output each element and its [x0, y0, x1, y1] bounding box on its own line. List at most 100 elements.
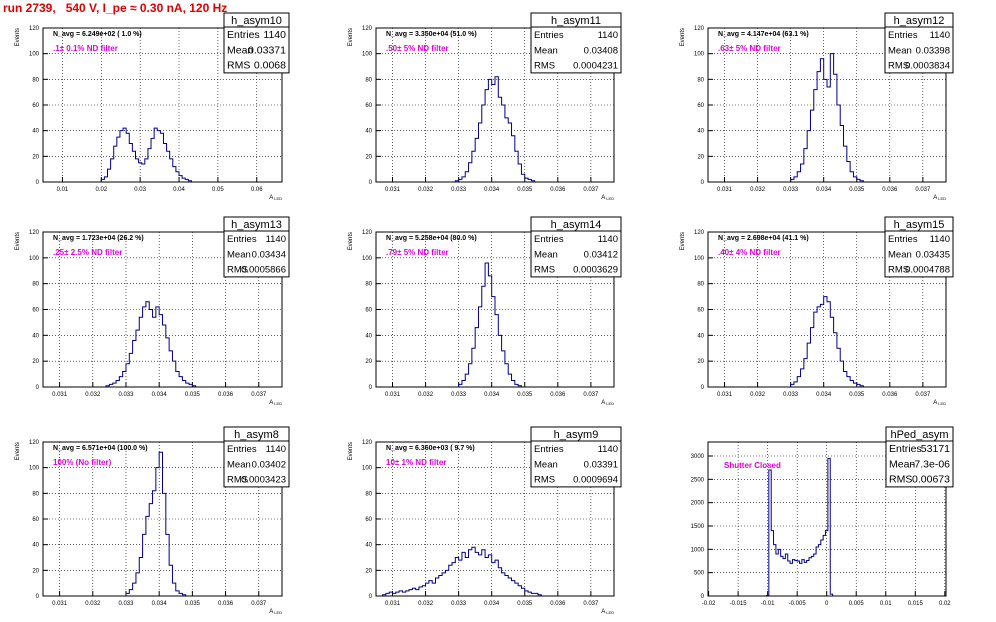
navg-label: N_avg = 2.698e+04 (41.1 %) — [718, 235, 809, 242]
x-tick-label: -0.01 — [761, 601, 775, 607]
x-tick-label: 0.031 — [52, 601, 68, 607]
x-tick-label: 0.035 — [849, 392, 865, 398]
y-tick-label: 40 — [365, 333, 372, 339]
stats-label: Mean — [227, 459, 251, 470]
y-tick-label: 1500 — [691, 524, 705, 530]
x-axis-label: ALED — [933, 400, 946, 406]
x-tick-label: 0.037 — [251, 392, 267, 398]
x-tick-label: 0.031 — [385, 601, 401, 607]
stats-label: Entries — [227, 234, 257, 245]
y-tick-label: 120 — [694, 26, 705, 32]
y-tick-label: 2000 — [691, 501, 705, 507]
y-tick-label: 40 — [697, 333, 704, 339]
x-tick-label: 0.033 — [451, 392, 467, 398]
x-tick-label: 0.037 — [583, 392, 599, 398]
histogram-line — [458, 262, 522, 387]
stats-value: 0.0003629 — [573, 265, 618, 276]
stats-label: Mean — [534, 45, 558, 56]
stats-value: 0.0003423 — [241, 475, 286, 486]
y-tick-label: 20 — [32, 568, 39, 574]
x-axis-label: ALED — [269, 195, 282, 201]
x-tick-label: 0.036 — [882, 392, 898, 398]
x-tick-label: 0.032 — [750, 392, 766, 398]
stats-value: 0.03435 — [916, 249, 950, 260]
x-tick-label: 0.033 — [783, 392, 799, 398]
y-tick-label: 80 — [32, 77, 39, 83]
stats-value: -7.3e-06 — [911, 458, 950, 470]
x-tick-label: 0.033 — [451, 187, 467, 193]
stats-title: h_asym13 — [231, 219, 282, 231]
navg-label: N_avg = 4.147e+04 (63.1 %) — [718, 31, 809, 38]
filter-label: 100% (No filter) — [53, 458, 112, 467]
x-tick-label: 0.034 — [152, 601, 168, 607]
histogram-line — [125, 451, 187, 596]
y-tick-label: 60 — [365, 103, 372, 109]
y-axis-label: Events — [15, 232, 21, 250]
stats-value: 0.03402 — [252, 459, 286, 470]
stats-value: 0.03434 — [252, 249, 286, 260]
stats-value: 0.03408 — [584, 45, 618, 56]
y-tick-label: 60 — [32, 517, 39, 523]
y-tick-label: 500 — [694, 571, 705, 577]
x-tick-label: 0 — [825, 601, 829, 607]
stats-label: Mean — [227, 249, 251, 260]
histogram-line — [765, 457, 834, 597]
stats-value: 0.03371 — [248, 44, 286, 56]
x-tick-label: 0.036 — [550, 392, 566, 398]
x-tick-label: -0.005 — [789, 601, 807, 607]
stats-value: 1140 — [598, 30, 618, 41]
x-tick-label: 0.032 — [85, 601, 101, 607]
y-tick-label: 20 — [32, 359, 39, 365]
x-tick-label: 0.02 — [939, 601, 951, 607]
filter-label: .63± 5% ND filter — [718, 44, 781, 53]
stats-box — [223, 216, 290, 278]
navg-label: N_avg = 3.350e+04 (51.0 %) — [386, 31, 477, 38]
stats-label: Entries — [534, 234, 564, 245]
filter-label: .25± 2.5% ND filter — [53, 248, 122, 257]
y-axis-label: Events — [348, 232, 354, 250]
histogram-line — [790, 296, 864, 387]
stats-value: 1140 — [930, 30, 950, 41]
x-tick-label: 0.031 — [717, 392, 733, 398]
stats-title: h_asym8 — [234, 429, 279, 441]
y-tick-label: 120 — [362, 440, 373, 446]
histogram-line — [100, 127, 192, 182]
y-tick-label: 80 — [365, 491, 372, 497]
y-tick-label: 100 — [362, 52, 373, 58]
y-tick-label: 100 — [362, 466, 373, 472]
x-tick-label: 0.031 — [385, 392, 401, 398]
y-tick-label: 20 — [365, 359, 372, 365]
navg-label: N_avg = 6.249e+02 ( 1.0 %) — [53, 31, 142, 38]
x-tick-label: 0.032 — [750, 187, 766, 193]
x-tick-label: 0.03 — [134, 187, 146, 193]
x-tick-label: 0.02 — [95, 187, 107, 193]
stats-label: Mean — [534, 459, 558, 470]
stats-box — [530, 216, 622, 278]
histogram-panel-h_asym13: 0 20 40 60 80 100 120 0.031 0.032 0.033 0.034 0.035… — [15, 216, 290, 406]
x-tick-label: 0.033 — [451, 601, 467, 607]
y-tick-label: 100 — [694, 52, 705, 58]
y-tick-label: 80 — [32, 491, 39, 497]
y-tick-label: 60 — [365, 517, 372, 523]
y-tick-label: 0 — [36, 385, 40, 391]
stats-label: Entries — [227, 444, 257, 455]
y-tick-label: 0 — [369, 180, 373, 186]
stats-box — [884, 216, 954, 278]
stats-title: h_asym15 — [894, 219, 945, 231]
y-tick-label: 80 — [365, 77, 372, 83]
x-tick-label: 0.032 — [418, 392, 434, 398]
y-tick-label: 20 — [365, 568, 372, 574]
stats-title: h_asym10 — [231, 15, 282, 27]
y-tick-label: 0 — [701, 594, 705, 600]
y-tick-label: 40 — [32, 333, 39, 339]
stats-title: h_asym11 — [551, 15, 601, 27]
stats-value: 0.0068 — [254, 60, 286, 72]
histogram-line — [105, 301, 197, 387]
x-tick-label: 0.015 — [908, 601, 924, 607]
stats-title: h_asym12 — [894, 15, 945, 27]
histogram-line — [454, 76, 536, 182]
y-tick-label: 120 — [694, 230, 705, 236]
stats-label: Mean — [889, 458, 915, 470]
x-tick-label: 0.032 — [85, 392, 101, 398]
